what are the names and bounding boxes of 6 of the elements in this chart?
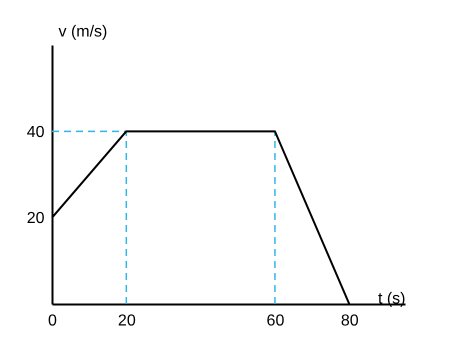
x-tick-label: 60 (266, 312, 284, 330)
y-tick-label: 40 (26, 124, 45, 141)
x-tick-label: 80 (340, 312, 359, 330)
x-tick-label: 20 (118, 312, 136, 330)
y-axis-title: v (m/s) (58, 24, 108, 40)
x-tick-label: 0 (48, 312, 58, 330)
